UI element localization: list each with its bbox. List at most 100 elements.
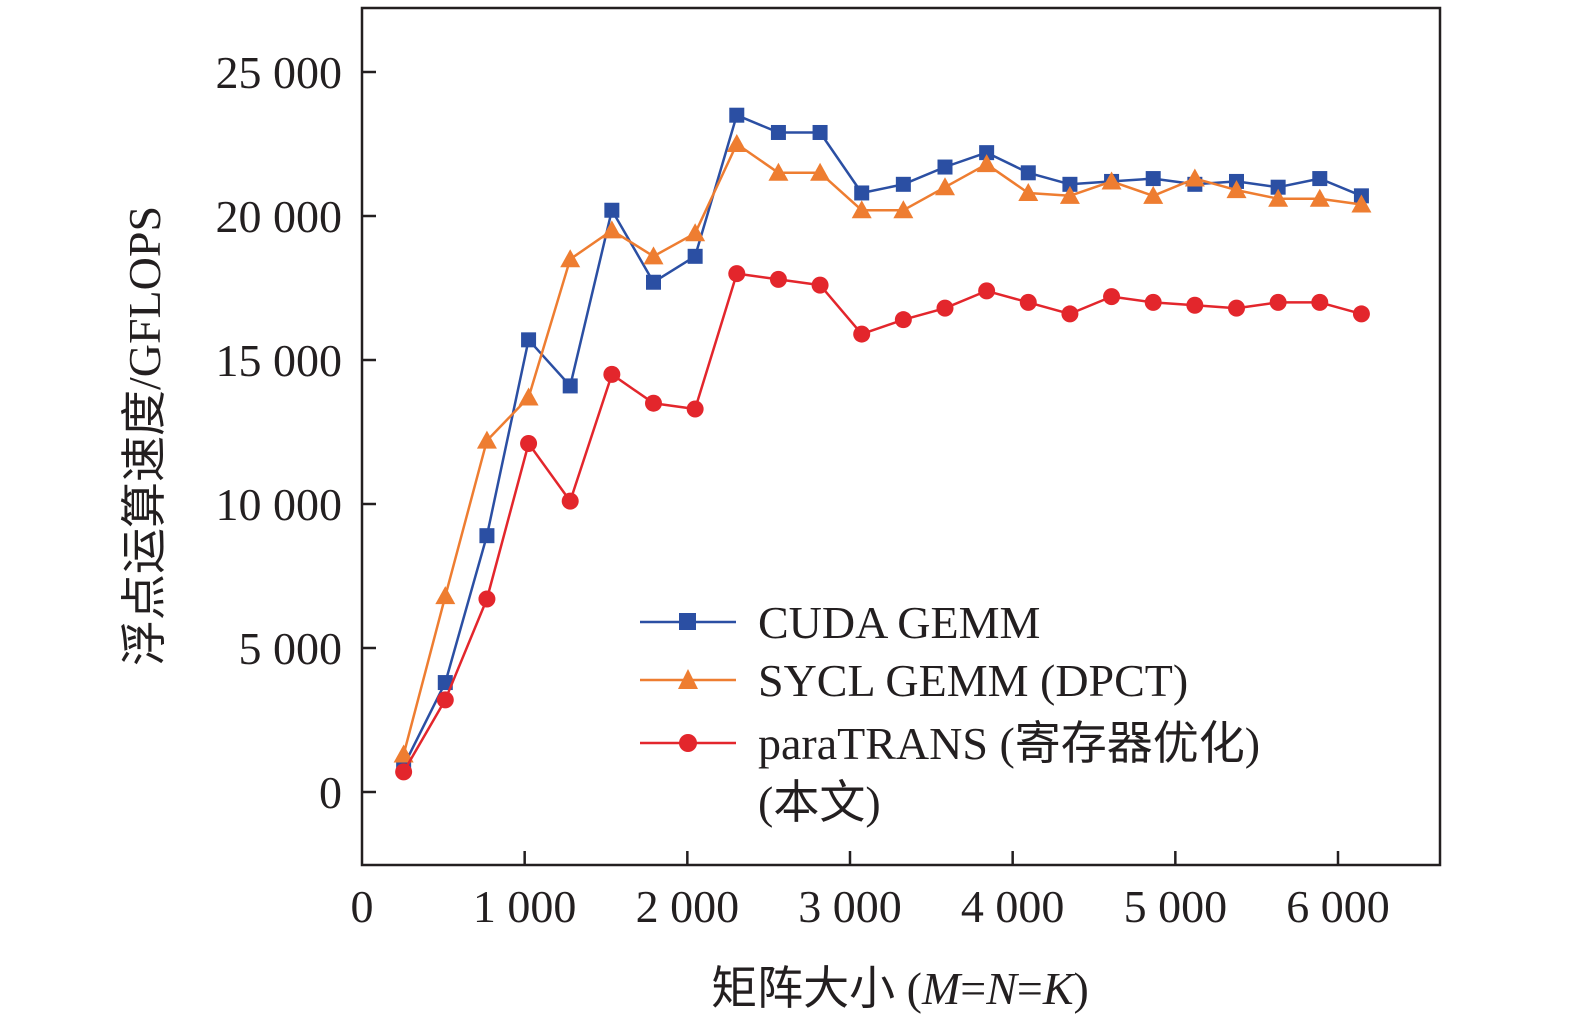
y-tick-label: 25 000 [216,47,343,98]
data-point-cuda [979,145,995,161]
data-point-sycl [393,744,414,763]
data-point-sycl [976,154,997,173]
data-point-paratrans [936,299,954,317]
series-paratrans [395,265,1370,781]
data-point-sycl [685,223,706,242]
x-axis-title-suffix: ) [1074,963,1089,1014]
legend-label-paratrans-line2: (本文) [758,777,881,828]
data-point-paratrans [853,325,871,343]
legend: CUDA GEMM SYCL GEMM (DPCT) paraTRANS (寄存… [640,597,1260,828]
legend-label-paratrans: paraTRANS (寄存器优化) [758,718,1260,769]
x-axis-title-k: K [1042,963,1076,1014]
data-point-sycl [893,200,914,219]
data-point-sycl [768,162,789,181]
x-tick-label: 0 [351,881,374,932]
data-point-cuda [895,176,911,192]
data-point-sycl [934,177,955,196]
y-axis: 0 5 000 10 000 15 000 20 000 25 000 [216,47,376,818]
data-point-cuda [562,378,578,394]
data-point-paratrans [728,265,746,283]
data-point-sycl [851,200,872,219]
data-point-paratrans [1019,293,1037,311]
data-point-paratrans [603,365,621,383]
data-point-sycl [435,586,456,605]
data-point-paratrans [894,311,912,329]
x-axis-title: 矩阵大小 (M=N=K) [711,963,1089,1014]
data-point-cuda [437,675,453,691]
data-point-sycl [518,387,539,406]
y-tick-label: 0 [319,767,342,818]
legend-marker-paratrans [679,734,697,752]
data-point-paratrans [769,270,787,288]
y-axis-title: 浮点运算速度/GFLOPS [119,206,170,666]
data-point-sycl [601,220,622,239]
legend-marker-sycl [678,669,698,689]
data-point-paratrans [1311,293,1329,311]
data-point-paratrans [436,691,454,709]
data-point-cuda [687,248,703,264]
legend-label-cuda: CUDA GEMM [758,597,1040,648]
x-axis-title-eq2: = [1017,963,1043,1014]
x-tick-label: 3 000 [798,881,902,932]
data-point-paratrans [478,590,496,608]
x-axis-title-eq1: = [960,963,986,1014]
data-point-sycl [1309,188,1330,207]
data-point-sycl [1018,182,1039,201]
data-point-paratrans [1061,305,1079,323]
data-point-cuda [479,528,495,544]
data-point-cuda [812,124,828,140]
data-point-paratrans [978,282,996,300]
series-layer [393,107,1372,781]
data-point-sycl [1059,185,1080,204]
plot-frame [360,6,1442,867]
x-axis-title-prefix: 矩阵大小 ( [711,963,922,1014]
series-sycl [393,134,1372,763]
data-point-sycl [726,134,747,152]
data-point-paratrans [1186,296,1204,314]
y-tick-label: 15 000 [216,335,343,386]
data-point-paratrans [1227,299,1245,317]
data-point-sycl [1184,168,1205,187]
data-point-paratrans [1352,305,1370,323]
x-tick-label: 4 000 [961,881,1065,932]
data-point-sycl [1226,180,1247,199]
data-point-sycl [560,249,581,268]
x-tick-label: 5 000 [1124,881,1228,932]
data-point-paratrans [811,276,829,294]
data-point-cuda [521,332,537,348]
data-point-cuda [770,124,786,140]
x-axis-title-n: N [985,963,1019,1014]
data-point-sycl [1101,171,1122,190]
data-point-cuda [1145,171,1161,187]
data-point-sycl [1143,185,1164,204]
data-point-cuda [1020,165,1036,181]
data-point-sycl [643,246,664,265]
x-tick-label: 2 000 [636,881,740,932]
data-point-paratrans [520,435,538,453]
y-tick-label: 10 000 [216,479,343,530]
series-line-sycl [402,142,1362,755]
data-point-cuda [645,274,661,290]
data-point-sycl [1351,194,1372,213]
x-tick-label: 6 000 [1286,881,1390,932]
data-point-cuda [1312,171,1328,187]
x-axis: 0 1 000 2 000 3 000 4 000 5 000 6 000 [351,851,1390,932]
x-tick-label: 1 000 [473,881,577,932]
data-point-cuda [604,202,620,218]
y-tick-label: 20 000 [216,191,343,242]
data-point-paratrans [686,400,704,418]
data-point-paratrans [561,492,579,510]
data-point-paratrans [1144,293,1162,311]
data-point-cuda [1270,179,1286,195]
data-point-paratrans [395,763,413,781]
data-point-paratrans [1103,288,1121,306]
data-point-sycl [810,162,831,181]
data-point-cuda [1062,176,1078,192]
data-point-cuda [729,107,745,123]
data-point-sycl [476,430,497,449]
legend-marker-cuda [679,613,696,630]
data-point-sycl [1268,188,1289,207]
data-point-cuda [937,159,953,175]
x-axis-title-m: M [921,963,963,1014]
